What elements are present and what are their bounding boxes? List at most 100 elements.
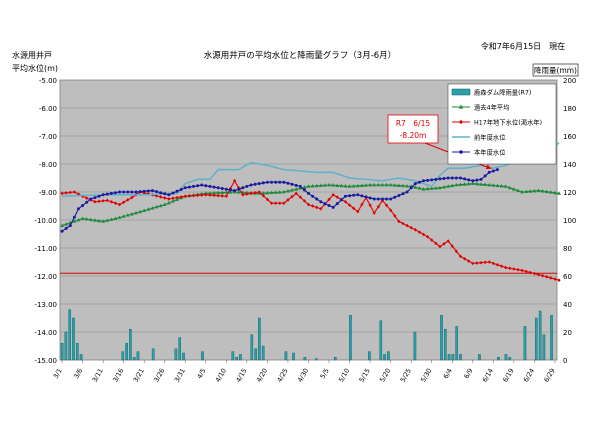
x-tick-label: 4/5 bbox=[195, 367, 207, 380]
series-point bbox=[503, 184, 508, 188]
series-point bbox=[286, 181, 290, 185]
series-point bbox=[380, 182, 385, 187]
series-point bbox=[212, 190, 216, 195]
rain-bar bbox=[132, 357, 136, 361]
rain-bar bbox=[508, 357, 512, 361]
series-point bbox=[236, 190, 241, 194]
annotation-arrowhead bbox=[485, 164, 492, 170]
series-point bbox=[417, 186, 422, 190]
series-point bbox=[134, 210, 138, 215]
series-point bbox=[466, 181, 471, 186]
series-point bbox=[228, 188, 232, 192]
series-point bbox=[446, 184, 451, 188]
rain-bar bbox=[201, 351, 204, 361]
rain-bar bbox=[550, 315, 553, 361]
rain-bar bbox=[125, 343, 128, 361]
rain-bar bbox=[383, 354, 386, 361]
series-point bbox=[467, 259, 471, 263]
series-point bbox=[290, 182, 294, 186]
rain-bar bbox=[178, 337, 182, 361]
series-point bbox=[245, 184, 249, 188]
y-right-tick-label: 100 bbox=[563, 217, 576, 225]
x-tick-label: 3/1 bbox=[52, 367, 64, 380]
series-point bbox=[458, 176, 462, 180]
y-left-tick-label: -14.00 bbox=[34, 329, 57, 337]
series-point bbox=[142, 208, 147, 212]
y-left-tick-label: -7.00 bbox=[39, 133, 57, 141]
series-point bbox=[528, 270, 532, 275]
series-point bbox=[290, 194, 294, 199]
legend-marker bbox=[458, 104, 464, 109]
rain-bar bbox=[129, 329, 132, 361]
series-point bbox=[499, 264, 504, 268]
series-point bbox=[389, 197, 393, 201]
series-point bbox=[105, 198, 109, 203]
series-point bbox=[540, 189, 545, 193]
series-point bbox=[105, 218, 110, 222]
series-point bbox=[351, 184, 356, 188]
series-point bbox=[372, 182, 377, 187]
annotation-line2: -8.20m bbox=[400, 131, 427, 140]
series-point bbox=[392, 183, 397, 187]
y-right-label: 降雨量(mm) bbox=[534, 65, 577, 75]
y-right-tick-label: 200 bbox=[563, 77, 576, 85]
x-tick-label: 5/20 bbox=[378, 367, 392, 384]
series-point bbox=[237, 187, 241, 191]
series-point bbox=[343, 184, 348, 188]
series-group bbox=[62, 142, 560, 197]
series-point bbox=[93, 218, 97, 222]
series-point bbox=[380, 197, 384, 201]
series-point bbox=[520, 189, 524, 194]
series-point bbox=[245, 192, 249, 196]
series-point bbox=[368, 203, 372, 208]
series-point bbox=[146, 189, 150, 193]
series-point bbox=[171, 196, 175, 201]
series-point bbox=[72, 190, 76, 194]
series-point bbox=[146, 207, 151, 211]
series-point bbox=[339, 183, 344, 188]
series-point bbox=[397, 219, 401, 224]
series-point bbox=[224, 194, 228, 198]
legend-item: H17年地下水位(渇水年) bbox=[452, 118, 542, 127]
series-point bbox=[191, 193, 196, 198]
x-tick-label: 4/20 bbox=[255, 367, 269, 384]
series-point bbox=[163, 196, 167, 200]
series-point bbox=[532, 188, 537, 193]
series-point bbox=[401, 221, 405, 226]
rain-bar bbox=[72, 317, 75, 361]
series-point bbox=[545, 275, 549, 279]
series-point bbox=[467, 178, 471, 182]
rain-bar bbox=[497, 357, 500, 361]
x-tick-label: 4/30 bbox=[296, 367, 310, 384]
series-point bbox=[417, 230, 422, 234]
series-point bbox=[113, 216, 118, 220]
series-point bbox=[425, 186, 430, 191]
series-point bbox=[286, 188, 290, 193]
series-point bbox=[273, 190, 278, 194]
series-point bbox=[438, 185, 442, 190]
series-point bbox=[401, 183, 405, 188]
series-point bbox=[470, 181, 475, 185]
series-point bbox=[261, 193, 265, 198]
x-tick-label: 6/19 bbox=[501, 367, 515, 384]
series-point bbox=[76, 207, 80, 211]
series-point bbox=[216, 186, 220, 190]
rain-bar bbox=[292, 352, 295, 361]
series-point bbox=[109, 217, 114, 221]
report-date: 令和7年6月15日 現在 bbox=[481, 41, 565, 51]
y-left-tick-label: -5.00 bbox=[39, 77, 57, 85]
series-point bbox=[311, 204, 315, 208]
series-point bbox=[97, 199, 101, 204]
y-left-tick-label: -11.00 bbox=[34, 245, 57, 253]
series-point bbox=[126, 198, 130, 202]
series-point bbox=[298, 186, 303, 190]
series-point bbox=[409, 225, 413, 230]
series-point bbox=[208, 193, 212, 197]
series-point bbox=[204, 184, 208, 188]
y-left-tick-label: -12.00 bbox=[34, 273, 57, 281]
series-point bbox=[471, 261, 475, 266]
series-point bbox=[113, 191, 117, 195]
series-point bbox=[327, 197, 331, 202]
series-point bbox=[421, 232, 426, 237]
